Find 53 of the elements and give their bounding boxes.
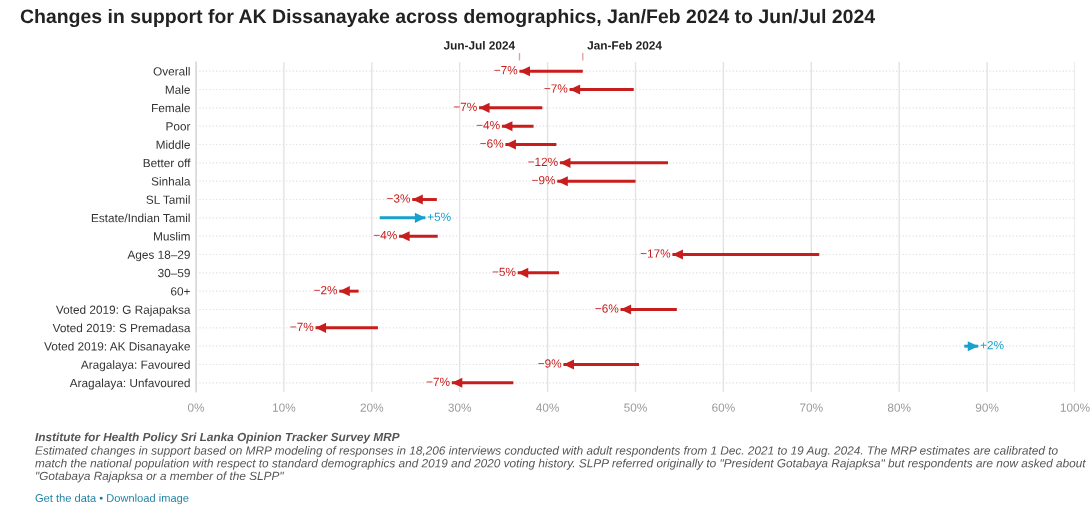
data-label: −4% xyxy=(373,231,397,240)
text: Get the data • Download image xyxy=(35,493,189,505)
x-tick-label: 60% xyxy=(712,403,735,412)
y-tick-label: Estate/Indian Tamil xyxy=(91,213,190,223)
y-tick-label: Voted 2019: S Premadasa xyxy=(52,323,191,333)
data-label: −12% xyxy=(528,157,558,166)
y-tick-label: Voted 2019: G Rajapaksa xyxy=(55,305,191,317)
y-tick-label: Voted 2019: AK Disanayake xyxy=(44,341,190,353)
data-label: −5% xyxy=(492,267,516,276)
y-tick-label: Better off xyxy=(143,158,191,168)
y-tick-label: Aragalaya: Favoured xyxy=(80,360,190,372)
data-label: −2% xyxy=(314,285,338,295)
y-tick-label: Male xyxy=(165,85,190,94)
text: Estimated changes in support based on MRP modeling of responses in 18,206 interviews conducted with adult respondents from 1 Dec. 2021 to 19 Aug. 2024. The MRP estimates are calibrated to match the national population with respect to standard demographics and 2019 and 2020 voting history. SLPP referred originally to "President Gotabaya Rajapksa" but respondents are now asked about "Gotabaya Rajapksa or a member of the SLPP" xyxy=(35,446,1086,483)
chart-title: Changes in support for AK Dissanayake across demographics, Jan/Feb 2024 to Jun/Jul 2024 xyxy=(20,8,876,28)
data-label: −7% xyxy=(544,84,568,93)
x-tick-label: 10% xyxy=(272,403,296,412)
text: Jun-Jul 2024 xyxy=(443,40,516,50)
y-tick-label: SL Tamil xyxy=(146,195,190,204)
y-tick-label: Muslim xyxy=(154,231,190,241)
data-label: −9% xyxy=(538,359,562,368)
x-tick-label: 20% xyxy=(360,403,384,412)
data-label: −6% xyxy=(480,139,504,148)
x-tick-label: 70% xyxy=(800,403,823,412)
x-tick-label: 100% xyxy=(1060,403,1090,412)
data-label: −7% xyxy=(453,102,477,111)
data-label: −7% xyxy=(290,322,314,331)
data-label: −7% xyxy=(494,66,518,75)
y-tick-label: Sinhala xyxy=(151,176,191,186)
y-tick-label: 60+ xyxy=(171,287,190,296)
data-label: −17% xyxy=(640,249,671,258)
y-tick-label: Ages 18–29 xyxy=(127,250,190,262)
data-label: −3% xyxy=(387,194,411,203)
x-tick-label: 40% xyxy=(536,403,559,412)
y-tick-label: Overall xyxy=(153,66,190,76)
x-tick-label: 0% xyxy=(187,403,205,412)
y-tick-label: Middle xyxy=(156,140,190,149)
data-label: −9% xyxy=(532,175,556,185)
text: Jan-Feb 2024 xyxy=(587,40,662,50)
data-label: +5% xyxy=(427,212,451,221)
x-tick-label: 90% xyxy=(975,403,999,412)
data-label: +2% xyxy=(980,340,1004,350)
data-label: −6% xyxy=(595,304,619,313)
data-label: −4% xyxy=(476,121,500,130)
data-label: −7% xyxy=(426,377,450,386)
y-tick-label: Aragalaya: Unfavoured xyxy=(69,378,190,390)
x-tick-label: 30% xyxy=(448,403,472,412)
text: Institute for Health Policy Sri Lanka Opinion Tracker Survey MRP xyxy=(35,432,400,444)
x-tick-label: 80% xyxy=(887,403,911,412)
y-tick-label: Female xyxy=(152,103,190,113)
x-tick-label: 50% xyxy=(624,403,647,412)
y-tick-label: Poor xyxy=(166,122,191,131)
y-tick-label: 30–59 xyxy=(158,268,190,278)
